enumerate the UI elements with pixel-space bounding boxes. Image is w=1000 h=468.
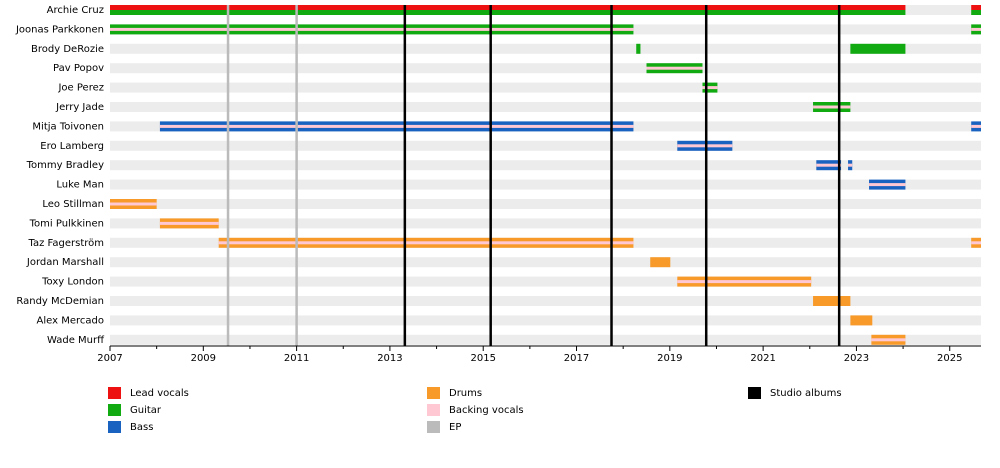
legend-swatch: [108, 404, 121, 416]
member-label: Pav Popov: [53, 63, 104, 74]
x-tick-label: 2009: [191, 353, 216, 364]
member-label: Jordan Marshall: [26, 257, 104, 268]
x-tick-label: 2017: [564, 353, 589, 364]
tenure-bar: [110, 27, 634, 31]
legend-label: Guitar: [130, 405, 162, 416]
tenure-bar: [813, 296, 851, 306]
tenure-bar: [850, 315, 873, 326]
tenure-bar: [869, 183, 906, 187]
tenure-bar: [218, 241, 634, 245]
row-band: [110, 160, 981, 171]
member-label: Jerry Jade: [55, 102, 104, 113]
row-band: [110, 82, 981, 93]
tenure-bar: [646, 66, 703, 70]
tenure-bar: [702, 86, 718, 90]
member-label: Tommy Bradley: [26, 160, 104, 171]
legend-label: Drums: [449, 388, 482, 399]
member-label: Toxy London: [41, 277, 104, 288]
member-label: Wade Murff: [47, 335, 105, 346]
tenure-bar: [971, 241, 981, 245]
tenure-bar: [636, 43, 641, 54]
member-label: Tomi Pulkkinen: [29, 218, 104, 229]
row-band: [110, 218, 981, 229]
x-tick-label: 2007: [97, 353, 122, 364]
member-label: Joonas Parkkonen: [15, 24, 104, 35]
row-band: [110, 63, 981, 74]
member-label: Leo Stillman: [42, 199, 104, 210]
member-label: Brody DeRozie: [31, 44, 104, 55]
member-label: Taz Fagerström: [28, 238, 104, 249]
row-band: [110, 199, 981, 209]
tenure-bar: [110, 10, 906, 15]
tenure-bar: [110, 202, 157, 206]
legend-label: EP: [449, 422, 461, 433]
tenure-bar: [159, 124, 634, 128]
legend-swatch: [108, 421, 121, 433]
tenure-bar: [677, 144, 733, 148]
tenure-bar: [871, 338, 906, 342]
legend-swatch: [427, 421, 440, 433]
member-label: Alex Mercado: [37, 315, 104, 326]
row-band: [110, 315, 981, 326]
x-tick-label: 2025: [937, 353, 962, 364]
tenure-bar: [971, 27, 981, 31]
tenure-bar: [159, 221, 219, 225]
legend-swatch: [108, 387, 121, 399]
member-label: Luke Man: [56, 180, 104, 191]
legend-label: Lead vocals: [130, 388, 189, 399]
member-label: Randy McDemian: [16, 296, 104, 307]
row-band: [110, 334, 981, 345]
row-band: [110, 140, 981, 151]
x-tick-label: 2015: [470, 353, 495, 364]
tenure-bar: [971, 5, 981, 10]
legend-label: Studio albums: [770, 388, 842, 399]
x-tick-label: 2011: [284, 353, 309, 364]
member-label: Mitja Toivonen: [32, 121, 104, 132]
tenure-bar: [677, 280, 812, 284]
tenure-bar: [816, 163, 842, 167]
legend-swatch: [427, 404, 440, 416]
row-band: [110, 43, 981, 54]
legend-label: Backing vocals: [449, 405, 524, 416]
tenure-bar: [971, 10, 981, 15]
tenure-bar: [650, 257, 671, 268]
member-label: Joe Perez: [57, 83, 104, 94]
row-band: [110, 179, 981, 190]
tenure-bar: [813, 105, 851, 109]
tenure-bar: [110, 5, 906, 10]
legend-label: Bass: [130, 422, 153, 433]
x-tick-label: 2021: [750, 353, 775, 364]
member-label: Archie Cruz: [47, 5, 104, 16]
x-tick-label: 2019: [657, 353, 682, 364]
x-tick-label: 2023: [844, 353, 869, 364]
tenure-bar: [850, 43, 906, 54]
row-band: [110, 102, 981, 112]
row-band: [110, 296, 981, 306]
legend-swatch: [748, 387, 761, 399]
row-band: [110, 257, 981, 268]
member-label: Ero Lamberg: [40, 141, 104, 152]
row-band: [110, 276, 981, 287]
legend-swatch: [427, 387, 440, 399]
tenure-bar: [971, 124, 981, 128]
tenure-bar: [848, 163, 853, 167]
x-tick-label: 2013: [377, 353, 402, 364]
